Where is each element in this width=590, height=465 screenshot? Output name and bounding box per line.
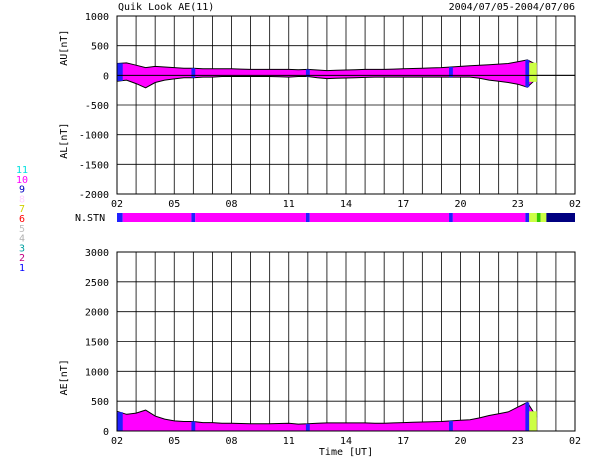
station-legend-item: 7	[19, 204, 25, 215]
x-tick-label: 14	[340, 199, 352, 210]
station-legend-item: 9	[19, 185, 25, 196]
ae-axis-label: AE[nT]	[59, 359, 70, 395]
y-tick-label: 0	[103, 427, 109, 438]
n-stn-segment	[540, 213, 547, 222]
x-tick-label: 11	[283, 436, 295, 447]
station-legend-item: 4	[19, 234, 25, 245]
ae-x-tick-labels: 02 05 08 11 14 17 20 23 02	[111, 436, 581, 447]
station-bar	[525, 402, 530, 431]
y-tick-label: 3000	[85, 248, 109, 259]
n-stn-segment	[305, 213, 310, 222]
n-stn-segment	[536, 213, 541, 222]
au-al-grid	[117, 16, 575, 194]
station-bar	[525, 59, 530, 88]
ae-x-axis-label: Time [UT]	[319, 447, 373, 458]
station-bar	[191, 68, 196, 78]
ae-area	[117, 402, 537, 431]
au-area	[117, 59, 537, 76]
n-stn-segment	[309, 213, 450, 222]
station-legend-item: 5	[19, 224, 25, 235]
n-stn-segment	[122, 213, 192, 222]
n-stn-strip: N.STN	[75, 213, 575, 224]
y-tick-label: -1000	[79, 131, 109, 142]
station-bar	[529, 62, 537, 82]
station-bar	[449, 67, 453, 78]
au-axis-label: AU[nT]	[59, 30, 70, 66]
x-tick-label: 20	[454, 436, 466, 447]
station-legend-item: 10	[16, 175, 28, 186]
plot-title: Quik Look AE(11)	[118, 2, 214, 13]
ae-grid	[117, 252, 575, 431]
station-bar	[529, 411, 537, 431]
x-tick-label: 05	[168, 436, 180, 447]
x-tick-label: 02	[569, 199, 581, 210]
x-tick-label: 02	[569, 436, 581, 447]
y-tick-label: 500	[91, 42, 109, 53]
station-bar	[305, 69, 310, 77]
date-range: 2004/07/05-2004/07/06	[449, 2, 575, 13]
n-stn-segment	[117, 213, 123, 222]
ae-station-bars	[117, 402, 537, 431]
au-al-station-bars	[117, 59, 537, 88]
n-stn-segment	[452, 213, 526, 222]
au-al-panel: 1000 500 0 -500 -1000 -1500 -2000 02 05 08 11 14 17…	[59, 12, 581, 210]
al-axis-label: AL[nT]	[59, 123, 70, 159]
station-legend-item: 6	[19, 214, 25, 225]
y-tick-label: 2500	[85, 278, 109, 289]
y-tick-label: 1000	[85, 12, 109, 23]
ae-panel: 3000 2500 2000 1500 1000 500 0 02 05 08 11 14 17 20 2…	[59, 248, 581, 458]
y-tick-label: 2000	[85, 308, 109, 319]
station-bar	[117, 63, 123, 81]
ae-line	[116, 401, 538, 425]
y-tick-label: 1500	[85, 338, 109, 349]
n-stn-segments	[117, 213, 575, 222]
x-tick-label: 23	[512, 199, 524, 210]
station-legend-item: 3	[19, 243, 25, 254]
x-tick-label: 02	[111, 199, 123, 210]
n-stn-segment	[529, 213, 537, 222]
x-tick-label: 14	[340, 436, 352, 447]
y-tick-label: -1500	[79, 160, 109, 171]
station-legend-item: 2	[19, 253, 25, 264]
y-tick-label: -500	[85, 101, 109, 112]
au-al-frame	[116, 15, 576, 195]
x-tick-label: 11	[283, 199, 295, 210]
y-tick-label: -2000	[79, 190, 109, 201]
au-al-y-tick-labels: 1000 500 0 -500 -1000 -1500 -2000	[79, 12, 109, 201]
station-bar	[449, 420, 453, 431]
au-line	[116, 59, 538, 72]
x-tick-label: 08	[225, 436, 237, 447]
n-stn-segment	[195, 213, 306, 222]
y-tick-label: 1000	[85, 367, 109, 378]
au-al-x-tick-labels: 02 05 08 11 14 17 20 23 02	[111, 199, 581, 210]
x-tick-label: 05	[168, 199, 180, 210]
al-line	[116, 76, 538, 89]
station-bar	[305, 423, 310, 431]
ae-frame	[116, 251, 576, 432]
n-stn-segment	[449, 213, 453, 222]
n-stn-label: N.STN	[75, 213, 105, 224]
y-tick-label: 0	[103, 71, 109, 82]
ae-y-tick-labels: 3000 2500 2000 1500 1000 500 0	[85, 248, 109, 438]
station-bar	[117, 412, 123, 431]
n-stn-segment	[546, 213, 575, 222]
x-tick-label: 23	[512, 436, 524, 447]
station-bar	[191, 421, 196, 431]
n-stn-segment	[191, 213, 196, 222]
station-legend-item: 8	[19, 194, 25, 205]
station-legend-item: 11	[16, 165, 28, 176]
x-tick-label: 20	[454, 199, 466, 210]
x-tick-label: 17	[397, 436, 409, 447]
x-tick-label: 02	[111, 436, 123, 447]
al-area	[117, 75, 537, 88]
y-tick-label: 500	[91, 397, 109, 408]
x-tick-label: 08	[225, 199, 237, 210]
x-tick-label: 17	[397, 199, 409, 210]
station-legend-item: 1	[19, 263, 25, 274]
n-stn-segment	[525, 213, 530, 222]
